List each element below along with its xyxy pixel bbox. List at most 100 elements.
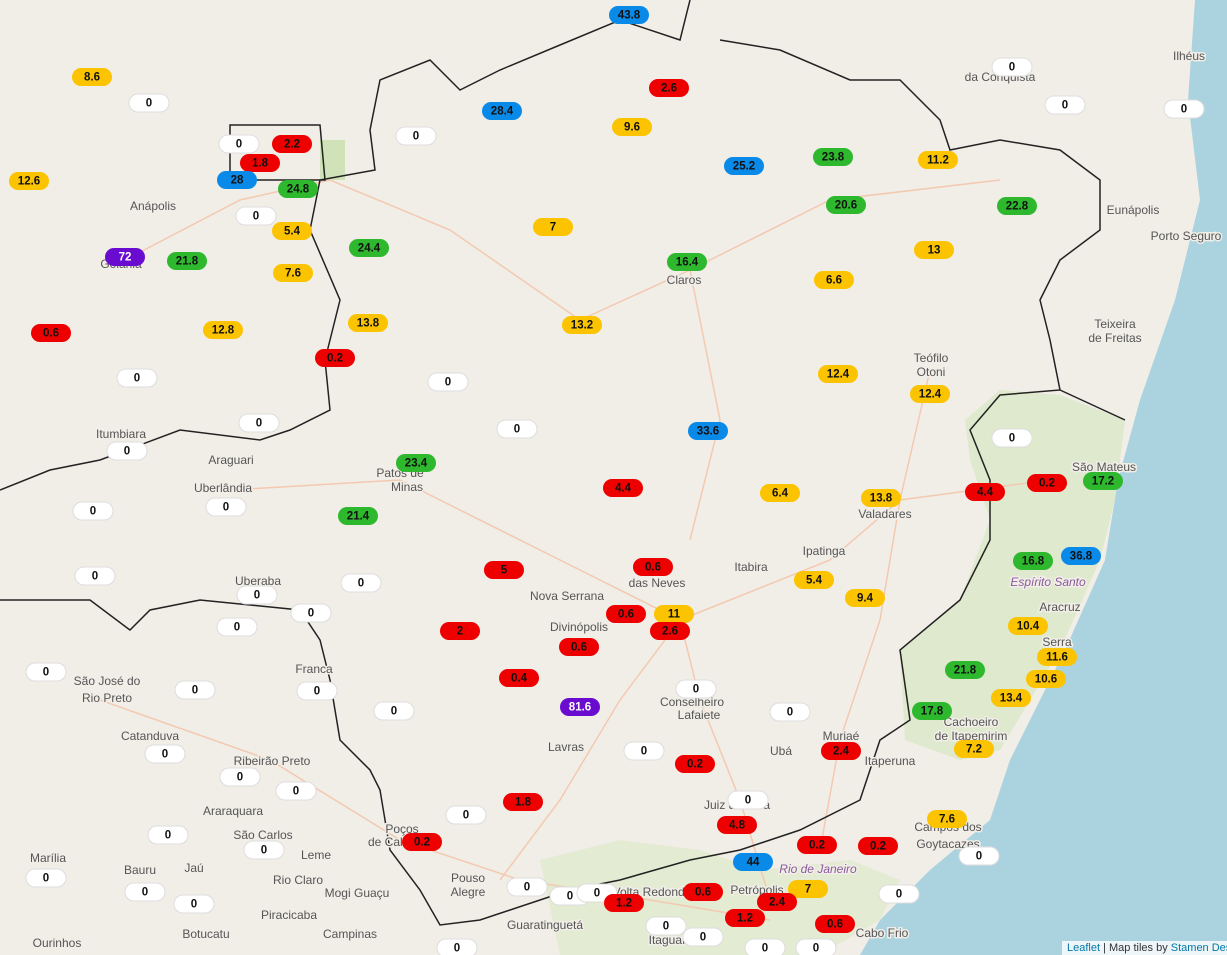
marker-pill: [861, 489, 901, 507]
marker-pill: [744, 938, 786, 955]
place-label: Rio Claro: [273, 873, 323, 887]
marker-value: 24.4: [358, 243, 381, 255]
rain-marker: 0: [25, 868, 67, 888]
tiles-link[interactable]: Stamen Design: [1170, 942, 1227, 954]
marker-value: 0: [514, 424, 520, 436]
rain-marker: 0: [395, 126, 437, 146]
place-label: Serra: [1042, 635, 1072, 649]
marker-pill: [482, 102, 522, 120]
marker-value: 5: [501, 565, 508, 577]
rain-marker: 28: [217, 171, 257, 189]
rain-marker: 25.2: [724, 157, 764, 175]
place-label: Uberaba: [235, 574, 281, 588]
marker-pill: [910, 385, 950, 403]
marker-value: 0: [700, 932, 706, 944]
marker-value: 0: [192, 685, 198, 697]
marker-value: 2.6: [662, 626, 678, 638]
marker-value: 5.4: [806, 575, 823, 587]
marker-value: 8.6: [84, 72, 100, 84]
rain-marker: 0: [991, 57, 1033, 77]
rain-marker: 0.6: [31, 324, 71, 342]
marker-value: 23.8: [822, 152, 845, 164]
marker-value: 0: [1062, 100, 1068, 112]
rain-marker: 0: [243, 840, 285, 860]
rain-marker: 0.2: [1027, 474, 1067, 492]
place-label: Valadares: [858, 507, 911, 521]
place-label: Marília: [30, 851, 66, 865]
marker-value: 13: [928, 245, 941, 257]
marker-value: 0.4: [511, 673, 528, 685]
marker-pill: [338, 507, 378, 525]
marker-pill: [218, 134, 260, 154]
leaflet-link[interactable]: Leaflet: [1067, 942, 1101, 954]
rain-marker: 0: [124, 882, 166, 902]
marker-value: 4.4: [977, 487, 994, 499]
marker-value: 7.6: [285, 268, 301, 280]
marker-value: 36.8: [1070, 551, 1093, 563]
marker-value: 0: [463, 810, 469, 822]
marker-value: 17.2: [1092, 476, 1114, 488]
marker-value: 11: [668, 609, 681, 621]
marker-pill: [219, 767, 261, 787]
rain-marker: 0: [506, 877, 548, 897]
marker-value: 0: [413, 131, 419, 143]
rain-marker: 13.4: [991, 689, 1031, 707]
marker-value: 28.4: [491, 106, 514, 118]
marker-pill: [205, 497, 247, 517]
place-label: Cabo Frio: [856, 926, 909, 940]
rain-marker: 4.8: [717, 816, 757, 834]
rain-marker: 0: [744, 938, 786, 955]
rain-marker: 24.4: [349, 239, 389, 257]
attribution-text: | Map tiles by: [1103, 942, 1168, 954]
marker-value: 0.6: [618, 609, 634, 621]
rain-marker: 0.6: [606, 605, 646, 623]
place-label: Lafaiete: [678, 708, 721, 722]
marker-pill: [72, 68, 112, 86]
marker-pill: [373, 701, 415, 721]
rain-marker: 9.4: [845, 589, 885, 607]
rain-marker: 0: [25, 662, 67, 682]
marker-pill: [238, 413, 280, 433]
marker-pill: [878, 884, 920, 904]
marker-value: 4.8: [729, 820, 746, 832]
place-label: Ubá: [770, 744, 792, 758]
marker-pill: [506, 877, 548, 897]
rain-marker: 0: [173, 894, 215, 914]
marker-pill: [788, 880, 828, 898]
place-label: Araraquara: [203, 804, 263, 818]
marker-value: 21.4: [347, 511, 370, 523]
rain-marker: 11.2: [918, 151, 958, 169]
rain-marker: 2: [440, 622, 480, 640]
marker-value: 0: [142, 887, 148, 899]
rain-marker: 21.8: [167, 252, 207, 270]
marker-value: 0: [1181, 104, 1187, 116]
marker-value: 12.4: [919, 389, 942, 401]
marker-value: 2.4: [833, 746, 850, 758]
marker-value: 0: [90, 506, 96, 518]
marker-value: 0: [256, 418, 262, 430]
marker-pill: [633, 558, 673, 576]
marker-pill: [604, 894, 644, 912]
marker-value: 16.4: [676, 257, 699, 269]
marker-value: 0: [237, 772, 243, 784]
rain-marker: 13.2: [562, 316, 602, 334]
marker-value: 1.2: [616, 898, 632, 910]
marker-pill: [603, 479, 643, 497]
marker-pill: [216, 617, 258, 637]
rain-marker: 0: [436, 938, 478, 955]
rain-marker: 0: [74, 566, 116, 586]
marker-value: 0.6: [571, 642, 587, 654]
marker-pill: [272, 222, 312, 240]
marker-pill: [612, 118, 652, 136]
place-label: Itabira: [734, 560, 768, 574]
rain-marker: 0: [236, 585, 278, 605]
marker-pill: [236, 585, 278, 605]
marker-pill: [340, 573, 382, 593]
marker-pill: [1163, 99, 1205, 119]
rain-marker: 0: [623, 741, 665, 761]
marker-value: 0: [594, 888, 600, 900]
rain-marker: 0: [878, 884, 920, 904]
rain-marker: 0.6: [683, 883, 723, 901]
rain-marker: 0: [72, 501, 114, 521]
rain-marker: 4.4: [965, 483, 1005, 501]
